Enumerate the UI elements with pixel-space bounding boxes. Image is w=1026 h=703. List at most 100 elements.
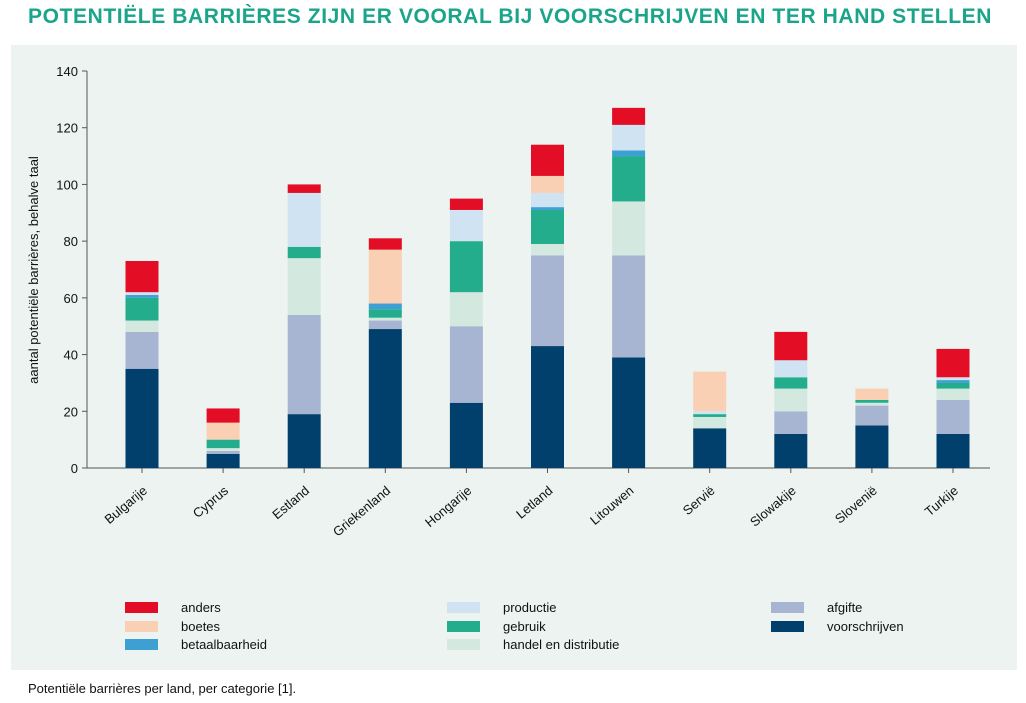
bar-segment-handel-en-distributie bbox=[855, 402, 889, 406]
legend-swatch bbox=[125, 602, 158, 613]
x-tick-label: Slovenië bbox=[832, 483, 880, 527]
bar-segment-anders bbox=[612, 107, 646, 125]
x-tick-label: Cyprus bbox=[190, 482, 232, 520]
bar-segment-betaalbaarheid bbox=[125, 295, 159, 298]
bar-segment-anders bbox=[206, 408, 240, 423]
x-tick-label: Bulgarije bbox=[102, 483, 150, 527]
legend-label: anders bbox=[181, 600, 221, 615]
bar-segment-betaalbaarheid bbox=[936, 380, 970, 383]
legend-swatch bbox=[771, 621, 804, 632]
bar-segment-voorschrijven bbox=[855, 425, 889, 468]
legend-label: betaalbaarheid bbox=[181, 637, 267, 652]
bar-segment-productie bbox=[125, 292, 159, 296]
bar-segment-afgifte bbox=[449, 326, 483, 403]
bar-segment-handel-en-distributie bbox=[774, 388, 808, 412]
bar-segment-boetes bbox=[693, 371, 727, 412]
x-tick-label: Estland bbox=[269, 483, 312, 522]
bar-segment-gebruik bbox=[449, 241, 483, 293]
bar-segment-afgifte bbox=[855, 405, 889, 426]
bar-segment-productie bbox=[693, 411, 727, 415]
legend-swatch bbox=[447, 602, 480, 613]
bar-segment-voorschrijven bbox=[612, 357, 646, 468]
bar-segment-gebruik bbox=[936, 382, 970, 389]
bar-segment-anders bbox=[287, 184, 321, 193]
x-tick-label: Slowakije bbox=[747, 483, 799, 530]
legend-swatch bbox=[447, 621, 480, 632]
y-tick-label: 40 bbox=[64, 348, 78, 363]
bar-segment-voorschrijven bbox=[368, 329, 402, 468]
bar-segment-anders bbox=[531, 144, 564, 176]
bar-segment-betaalbaarheid bbox=[531, 207, 564, 210]
page-title: POTENTIËLE BARRIÈRES ZIJN ER VOORAL BIJ … bbox=[28, 5, 993, 28]
bar-segment-afgifte bbox=[531, 255, 564, 347]
bar-segment-boetes bbox=[531, 175, 564, 193]
y-tick-label: 80 bbox=[64, 234, 78, 249]
bar-segment-boetes bbox=[206, 422, 240, 440]
bar-segment-gebruik bbox=[287, 246, 321, 259]
bar-segment-productie bbox=[287, 192, 321, 247]
chart-panel bbox=[11, 45, 1017, 670]
legend-label: productie bbox=[503, 600, 556, 615]
y-tick-label: 0 bbox=[71, 461, 78, 476]
bar-segment-afgifte bbox=[206, 450, 240, 454]
y-tick-label: 120 bbox=[56, 121, 78, 136]
bar-segment-gebruik bbox=[855, 399, 889, 403]
bar-segment-afgifte bbox=[936, 399, 970, 434]
bar-segment-gebruik bbox=[368, 309, 402, 318]
bar-segment-gebruik bbox=[612, 156, 646, 202]
bar-segment-boetes bbox=[855, 388, 889, 400]
bar-segment-productie bbox=[449, 209, 483, 242]
bar-segment-gebruik bbox=[206, 439, 240, 449]
chart-axes: 0 20 40 60 80 100 120 140 bbox=[56, 64, 990, 476]
legend-label: afgifte bbox=[827, 600, 862, 615]
x-tick-label: Turkije bbox=[922, 483, 961, 519]
x-tick-label: Litouwen bbox=[587, 483, 637, 528]
x-tick-labels: Bulgarije Cyprus Estland Griekenland Hongari… bbox=[102, 482, 961, 539]
y-tick-label: 140 bbox=[56, 64, 78, 79]
bar-segment-voorschrijven bbox=[449, 402, 483, 468]
bar-segment-voorschrijven bbox=[531, 346, 564, 468]
x-tick-label: Griekenland bbox=[330, 483, 393, 540]
legend-label: voorschrijven bbox=[827, 619, 904, 634]
bar-segment-handel-en-distributie bbox=[125, 320, 159, 332]
legend-swatch bbox=[447, 639, 480, 650]
bar-segment-afgifte bbox=[368, 320, 402, 330]
bar-segment-afgifte bbox=[287, 314, 321, 415]
bar-segment-anders bbox=[936, 348, 970, 378]
bar-segment-gebruik bbox=[531, 209, 564, 244]
figure-caption: Potentiële barrières per land, per categ… bbox=[28, 681, 297, 696]
y-tick-label: 20 bbox=[64, 404, 78, 419]
bar-segment-afgifte bbox=[612, 255, 646, 358]
bar-segment-voorschrijven bbox=[774, 433, 808, 468]
bar-segment-anders bbox=[368, 238, 402, 250]
bar-segment-handel-en-distributie bbox=[693, 416, 727, 429]
bar-segment-voorschrijven bbox=[287, 414, 321, 468]
bar-segment-anders bbox=[774, 331, 808, 361]
legend-swatch bbox=[125, 639, 158, 650]
bar-segment-handel-en-distributie bbox=[449, 292, 483, 327]
x-tick-label: Hongarije bbox=[422, 483, 474, 530]
x-tick-label: Servië bbox=[680, 483, 718, 518]
x-tick-label: Letland bbox=[513, 483, 555, 522]
bar-segment-boetes bbox=[368, 249, 402, 304]
bar-segment-gebruik bbox=[125, 297, 159, 321]
bar-segment-handel-en-distributie bbox=[612, 201, 646, 256]
bar-segment-anders bbox=[125, 260, 159, 293]
bar-segment-handel-en-distributie bbox=[936, 388, 970, 400]
bar-segment-handel-en-distributie bbox=[368, 317, 402, 321]
legend-swatch bbox=[125, 621, 158, 632]
bar-segment-afgifte bbox=[125, 331, 159, 369]
bar-segment-voorschrijven bbox=[206, 453, 240, 468]
bar-segment-anders bbox=[449, 198, 483, 210]
y-tick-label: 60 bbox=[64, 291, 78, 306]
bar-segment-betaalbaarheid bbox=[612, 150, 646, 157]
bar-segment-handel-en-distributie bbox=[531, 243, 564, 256]
bar-segment-voorschrijven bbox=[693, 428, 727, 468]
bar-segment-productie bbox=[936, 377, 970, 381]
y-tick-label: 100 bbox=[56, 177, 78, 192]
y-axis-label: aantal potentiële barrières, behalve taa… bbox=[26, 156, 41, 384]
legend-label: boetes bbox=[181, 619, 221, 634]
bar-segment-productie bbox=[774, 360, 808, 378]
bar-segment-productie bbox=[612, 124, 646, 151]
